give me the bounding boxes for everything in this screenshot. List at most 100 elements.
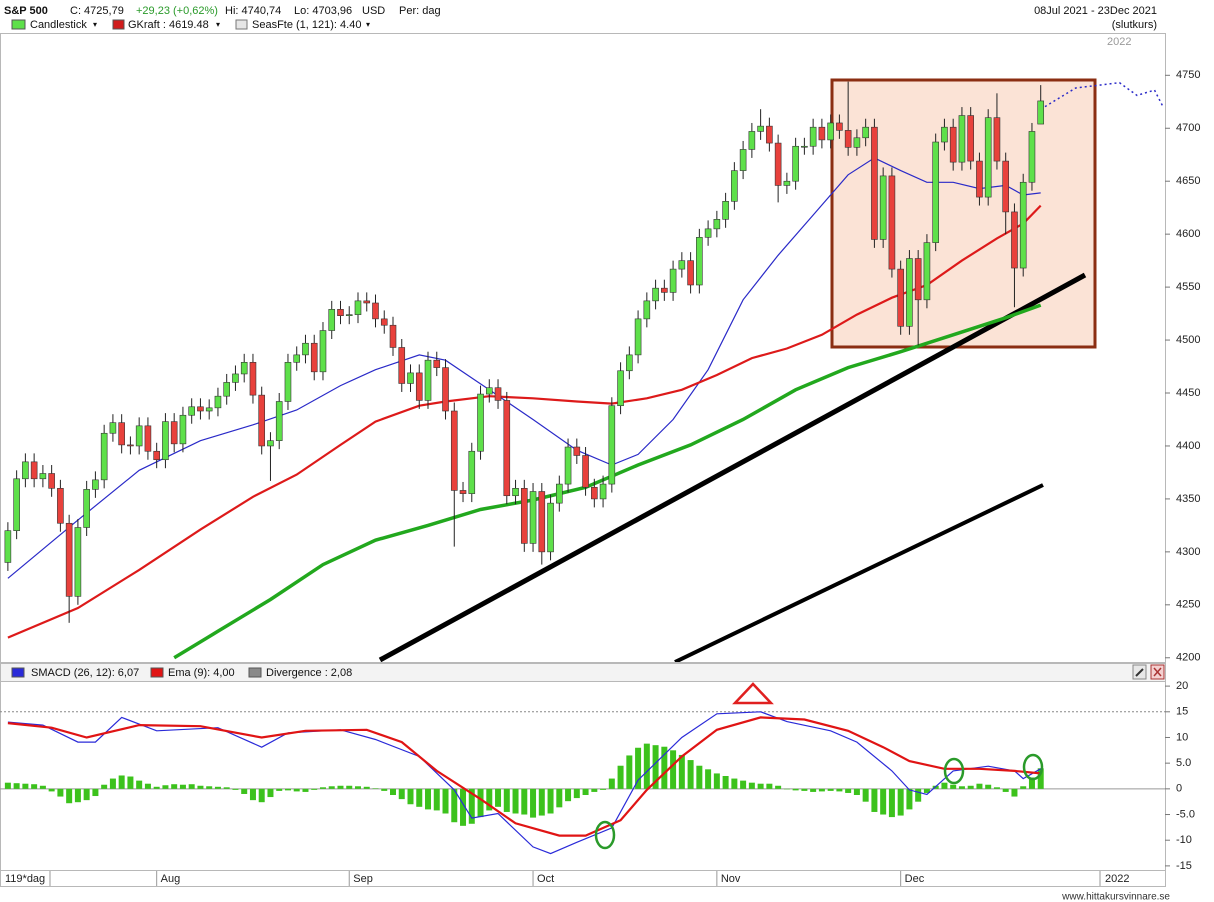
divergence-bar	[836, 788, 843, 792]
candle-body	[897, 268, 904, 327]
divergence-bar	[39, 785, 46, 789]
candle-body	[678, 260, 686, 270]
divergence-bar	[232, 788, 239, 790]
x-axis: Aug Sep Oct Nov Dec	[156, 871, 925, 886]
divergence-bar	[810, 788, 817, 792]
divergence-bar	[775, 785, 782, 789]
divergence-bar	[897, 788, 904, 816]
divergence-bar	[442, 788, 449, 814]
candle-body	[345, 314, 353, 316]
y-tick-label: 4400	[1176, 440, 1200, 452]
candle-body	[74, 527, 82, 597]
candle-body	[792, 145, 799, 182]
candle-body	[39, 473, 47, 480]
legend-label[interactable]: Ema (9): 4,00	[168, 667, 235, 679]
divergence-bar	[66, 788, 73, 804]
candle-body	[626, 354, 633, 372]
legend-label[interactable]: Candlestick	[30, 19, 87, 31]
bars-label: 119*dag	[5, 873, 45, 885]
candle-body	[696, 237, 703, 286]
period: Per: dag	[399, 5, 441, 17]
legend-swatch	[11, 19, 26, 30]
x-axis-bar	[0, 870, 1166, 887]
candle-body	[1019, 181, 1027, 269]
legend-swatch	[112, 19, 125, 30]
divergence-bar	[433, 788, 440, 811]
legend-label[interactable]: GKraft : 4619.48	[128, 19, 209, 31]
candle-body	[100, 432, 108, 481]
close: C: 4725,79	[70, 5, 124, 17]
divergence-bar	[731, 778, 738, 789]
candle-body	[949, 126, 957, 163]
legend-label[interactable]: Divergence : 2,08	[266, 667, 352, 679]
divergence-bar	[818, 788, 825, 792]
divergence-bar	[223, 787, 230, 789]
divergence-bar	[573, 788, 580, 799]
candle-body	[468, 450, 476, 494]
legend-label[interactable]: SMACD (26, 12): 6,07	[31, 667, 139, 679]
candle-body	[240, 361, 248, 375]
dropdown-arrow[interactable]: ▾	[366, 20, 370, 29]
candle-body	[337, 309, 344, 316]
legend-swatch	[248, 667, 262, 678]
candle-body	[748, 131, 756, 150]
divergence-bar	[608, 778, 615, 789]
divergence-bar	[503, 788, 510, 812]
peak-marker	[732, 682, 774, 705]
divergence-bar	[643, 743, 650, 789]
divergence-bar	[871, 788, 878, 812]
candle-body	[862, 126, 869, 139]
candle-body	[249, 361, 257, 396]
divergence-bar	[284, 788, 291, 791]
divergence-bar	[845, 788, 852, 793]
candle-body	[485, 387, 493, 395]
candle-body	[1037, 100, 1045, 125]
candle-body	[871, 126, 878, 240]
y-tick-label: -10	[1176, 834, 1192, 846]
macd-marks	[0, 711, 1165, 855]
candle-body	[774, 142, 782, 186]
candle-body	[22, 461, 29, 480]
divergence-bar	[923, 788, 930, 793]
divergence-bar	[109, 778, 116, 789]
candle-body	[179, 414, 187, 445]
divergence-bar	[267, 788, 274, 798]
y-tick-label: -15	[1176, 860, 1192, 872]
divergence-bar	[83, 788, 90, 801]
divergence-bar	[179, 784, 186, 789]
candle-body	[993, 117, 1001, 162]
candle-body	[267, 440, 274, 447]
candle-body	[13, 478, 20, 531]
candle-body	[477, 393, 484, 452]
divergence-bar	[1037, 768, 1044, 789]
price-axis: 4200 4250 4300 4350 4400 4450 4500 4550 4600 4650…	[1165, 69, 1200, 664]
candle-body	[144, 425, 152, 452]
macd-line	[7, 716, 1041, 837]
candle-body	[275, 401, 283, 441]
divergence-bar	[127, 776, 134, 789]
candle-body	[713, 219, 721, 230]
divergence-bar	[827, 788, 834, 791]
divergence-bar	[915, 788, 922, 802]
divergence-bar	[941, 782, 948, 789]
candle-body	[310, 342, 318, 373]
candle-body	[232, 373, 239, 383]
overlay-line	[1040, 81, 1164, 110]
price-basis: (slutkurs)	[1112, 19, 1157, 31]
candle-body	[669, 268, 677, 293]
divergence-bar	[31, 784, 38, 789]
x-tick-label: Oct	[537, 873, 554, 885]
divergence-bar	[372, 788, 379, 789]
candle-body	[4, 530, 12, 563]
divergence-bar	[582, 788, 589, 796]
candle-body	[1002, 160, 1009, 213]
candle-body	[853, 137, 861, 148]
candle-body	[188, 406, 195, 416]
divergence-bar	[748, 782, 755, 789]
dropdown-arrow[interactable]: ▾	[93, 20, 97, 29]
divergence-bar	[661, 746, 668, 789]
legend-label[interactable]: SeasFte (1, 121): 4.40	[252, 19, 361, 31]
candle-body	[573, 446, 581, 456]
dropdown-arrow[interactable]: ▾	[216, 20, 220, 29]
x-tick-label: Dec	[905, 873, 925, 885]
